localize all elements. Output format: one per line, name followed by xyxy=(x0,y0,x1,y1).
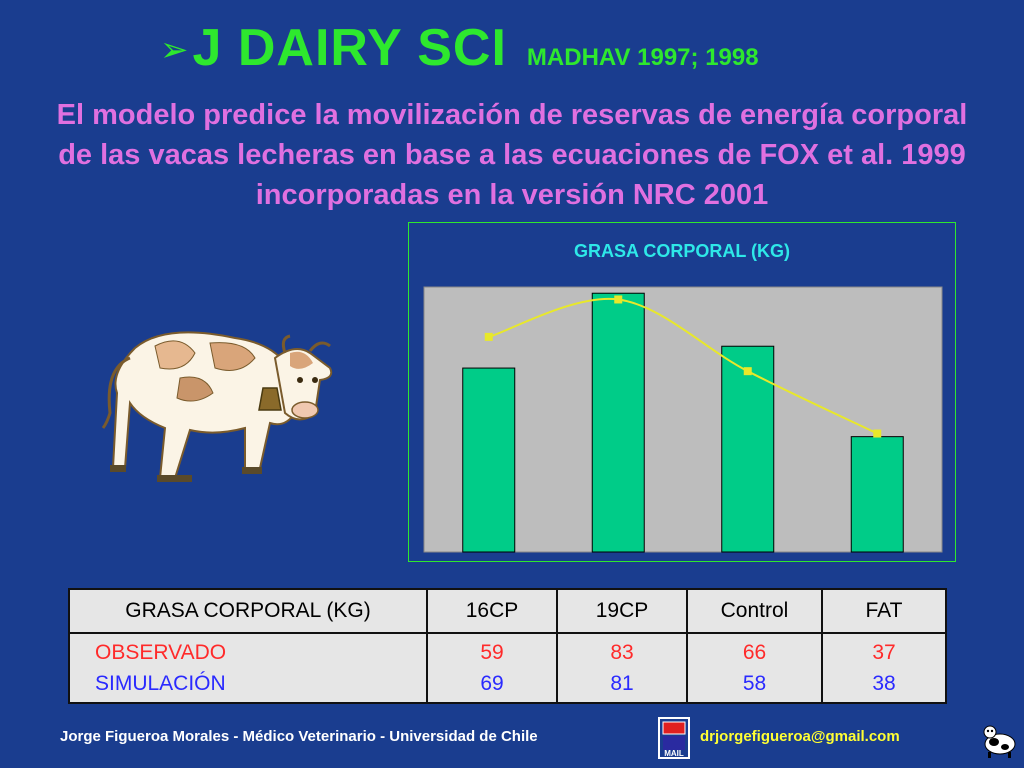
line-point-19cp xyxy=(614,295,623,304)
cell-16cp: 59 69 xyxy=(426,632,558,704)
simulated-value: 38 xyxy=(872,672,896,695)
simulated-value: 81 xyxy=(610,672,634,695)
cell-19cp: 83 81 xyxy=(556,632,688,704)
cow-icon xyxy=(983,725,1016,758)
bar-16cp xyxy=(462,367,516,553)
chart-title: GRASA CORPORAL (KG) xyxy=(574,241,790,261)
row-labels: OBSERVADO SIMULACIÓN xyxy=(68,632,428,704)
chart-panel: GRASA CORPORAL (KG) xyxy=(408,222,956,562)
mail-icon[interactable]: MAIL xyxy=(657,716,691,760)
cell-fat: 37 38 xyxy=(821,632,947,704)
footer-author: Jorge Figueroa Morales - Médico Veterina… xyxy=(60,728,538,745)
bar-19cp xyxy=(591,292,645,553)
table-header: FAT xyxy=(821,588,947,634)
arrow-bullet-icon: ➢ xyxy=(160,31,189,69)
footer-email[interactable]: drjorgefigueroa@gmail.com xyxy=(700,728,900,745)
cow-illustration xyxy=(101,331,333,482)
table-header: 19CP xyxy=(556,588,688,634)
cell-control: 66 58 xyxy=(686,632,823,704)
bar-fat xyxy=(850,436,904,553)
data-table: GRASA CORPORAL (KG) 16CP 19CP Control FA… xyxy=(68,588,947,704)
observed-value: 66 xyxy=(742,641,767,664)
slide-title: ➢ J DAIRY SCI MADHAV 1997; 1998 xyxy=(160,18,900,78)
simulated-value: 58 xyxy=(742,672,767,695)
title-sub: MADHAV 1997; 1998 xyxy=(526,44,759,71)
intro-text: El modelo predice la movilización de res… xyxy=(56,99,968,211)
line-point-16cp xyxy=(484,332,493,341)
title-main: J DAIRY SCI xyxy=(192,19,507,77)
bar-control xyxy=(721,345,775,553)
body-fat-chart xyxy=(423,286,943,553)
simulation-line xyxy=(488,297,878,435)
table-header: Control xyxy=(686,588,823,634)
line-point-fat xyxy=(873,429,882,438)
simulated-value: 69 xyxy=(480,672,504,695)
label-simulated: SIMULACIÓN xyxy=(95,672,226,695)
table-header: GRASA CORPORAL (KG) xyxy=(68,588,428,634)
table-header: 16CP xyxy=(426,588,558,634)
line-point-control xyxy=(743,367,752,376)
table-header-row: GRASA CORPORAL (KG) 16CP 19CP Control FA… xyxy=(68,588,947,634)
mail-label: MAIL xyxy=(664,749,684,758)
observed-value: 37 xyxy=(872,641,896,664)
label-observed: OBSERVADO xyxy=(95,641,227,664)
observed-value: 83 xyxy=(610,641,634,664)
table-row: OBSERVADO SIMULACIÓN 59 69 83 81 66 58 3… xyxy=(68,632,947,704)
observed-value: 59 xyxy=(480,641,504,664)
